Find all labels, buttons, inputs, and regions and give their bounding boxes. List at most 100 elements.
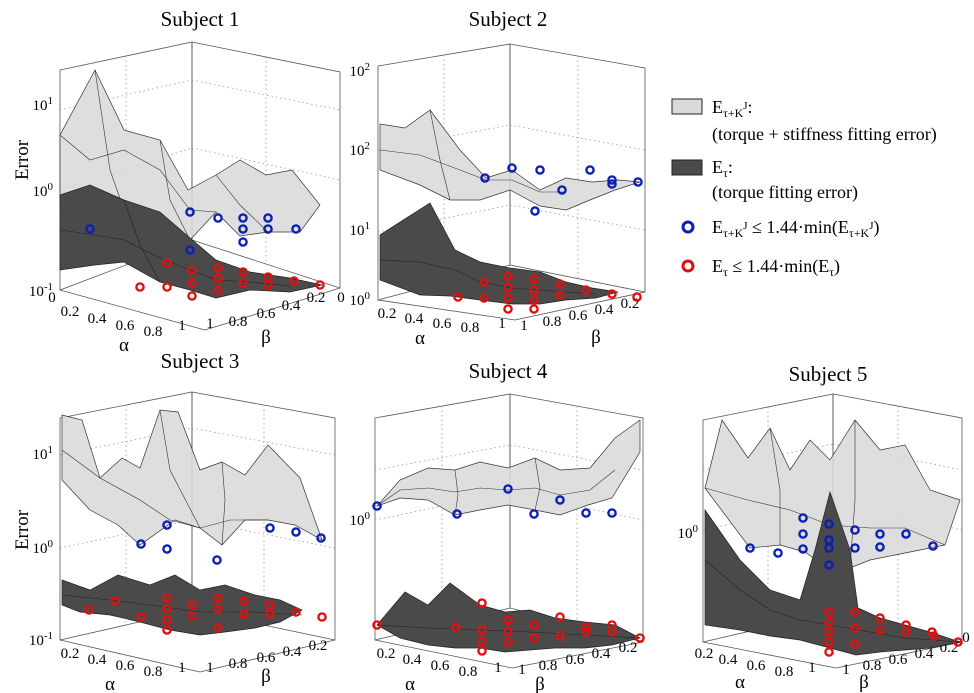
red-marker <box>291 607 301 617</box>
red-marker <box>213 263 223 273</box>
red-marker <box>477 598 487 608</box>
red-marker <box>929 631 939 641</box>
red-markers <box>824 607 963 657</box>
grid-line <box>191 427 336 456</box>
mesh-line <box>769 427 781 545</box>
alpha-axis-label: α <box>119 335 129 356</box>
panel-subject-3: Subject 3 Error 10-1 100 101 0.2 0.4 0.6… <box>12 349 336 693</box>
beta-axis-line <box>835 641 963 669</box>
alpha-tick: 0.2 <box>378 306 397 322</box>
red-marker <box>187 611 197 621</box>
blue-marker <box>607 179 617 189</box>
blue-markers <box>85 207 301 255</box>
red-marker <box>477 636 487 646</box>
blue-marker <box>238 237 248 247</box>
red-marker <box>953 637 963 647</box>
blue-marker <box>745 543 755 553</box>
mesh-line <box>376 469 616 507</box>
beta-tick: 0 <box>962 630 970 646</box>
blue-marker <box>238 213 248 223</box>
red-marker <box>824 617 834 627</box>
red-markers <box>84 593 327 635</box>
blue-marker <box>535 165 545 175</box>
light-surface <box>61 409 323 546</box>
red-marker <box>479 277 489 287</box>
beta-tick: 0.4 <box>282 298 301 314</box>
axes-frame <box>374 393 644 669</box>
red-marker <box>529 620 539 630</box>
z-tick: 101 <box>350 220 371 239</box>
blue-marker <box>555 495 565 505</box>
red-marker <box>555 631 565 641</box>
red-marker <box>632 292 642 302</box>
red-marker <box>875 625 885 635</box>
mesh-line <box>454 469 459 516</box>
blue-marker <box>798 544 808 554</box>
red-marker <box>529 304 539 314</box>
z-tick: 102 <box>350 140 371 159</box>
red-marker <box>503 615 513 625</box>
z-axis-label: Error <box>12 139 33 180</box>
alpha-tick: 0.6 <box>116 658 135 674</box>
beta-tick: 0.8 <box>863 658 882 674</box>
panel-title: Subject 2 <box>469 7 548 31</box>
legend: Eτ+KJ: (torque + stiffness fitting error… <box>671 97 937 279</box>
legend-item-2-label: Eτ: <box>712 157 733 180</box>
alpha-tick: 1 <box>178 318 186 334</box>
blue-marker <box>901 529 911 539</box>
red-marker <box>824 607 834 617</box>
red-marker <box>581 627 591 637</box>
blue-markers <box>372 484 617 519</box>
legend-swatch-dark <box>671 159 703 176</box>
alpha-tick: 0.4 <box>88 652 107 668</box>
beta-tick: 0.8 <box>229 656 248 672</box>
legend-item-1-desc: (torque + stiffness fitting error) <box>712 124 937 145</box>
beta-tick: 0.6 <box>569 308 588 324</box>
z-tick: 100 <box>678 523 699 542</box>
mesh-line <box>123 199 161 283</box>
red-marker <box>238 267 248 277</box>
red-marker <box>162 604 172 614</box>
red-marker <box>110 596 120 606</box>
beta-axis-label: β <box>261 666 271 687</box>
alpha-tick: 0 <box>48 290 56 306</box>
blue-markers <box>745 513 938 570</box>
red-marker <box>503 626 513 636</box>
alpha-axis-label: α <box>105 674 115 693</box>
surface-torque-error <box>704 490 962 656</box>
blue-marker <box>824 519 834 529</box>
beta-tick: 0.6 <box>257 650 276 666</box>
beta-axis-line <box>514 291 646 321</box>
beta-axis-line <box>199 639 336 673</box>
mesh-line <box>379 149 566 193</box>
alpha-tick: 0.8 <box>144 664 163 680</box>
beta-tick: 1 <box>842 662 850 678</box>
blue-marker <box>452 509 462 519</box>
alpha-tick: 0.6 <box>431 658 450 674</box>
alpha-tick: 0.6 <box>747 658 766 674</box>
alpha-tick: 0.2 <box>377 646 396 662</box>
back-wall-right <box>509 43 646 293</box>
red-marker <box>607 289 617 299</box>
alpha-tick: 0.8 <box>459 664 478 680</box>
blue-marker <box>875 542 885 552</box>
z-tick: 100 <box>33 181 54 200</box>
surface-torque-error <box>61 574 303 636</box>
mesh-line <box>534 457 541 511</box>
red-marker <box>187 291 197 301</box>
blue-marker <box>773 548 783 558</box>
red-markers <box>135 258 325 301</box>
alpha-tick: 0.4 <box>719 652 738 668</box>
alpha-axis-line <box>374 639 513 669</box>
blue-marker <box>824 560 834 570</box>
legend-item-1-label: Eτ+KJ: <box>712 97 753 120</box>
beta-tick: 0.6 <box>889 652 908 668</box>
red-marker <box>213 593 223 603</box>
alpha-tick: 1 <box>498 316 506 332</box>
red-marker <box>372 620 382 630</box>
red-marker <box>503 293 513 303</box>
alpha-axis-line <box>702 641 837 669</box>
panel-title: Subject 5 <box>789 362 868 386</box>
red-marker <box>607 627 617 637</box>
alpha-axis-line <box>59 289 206 331</box>
